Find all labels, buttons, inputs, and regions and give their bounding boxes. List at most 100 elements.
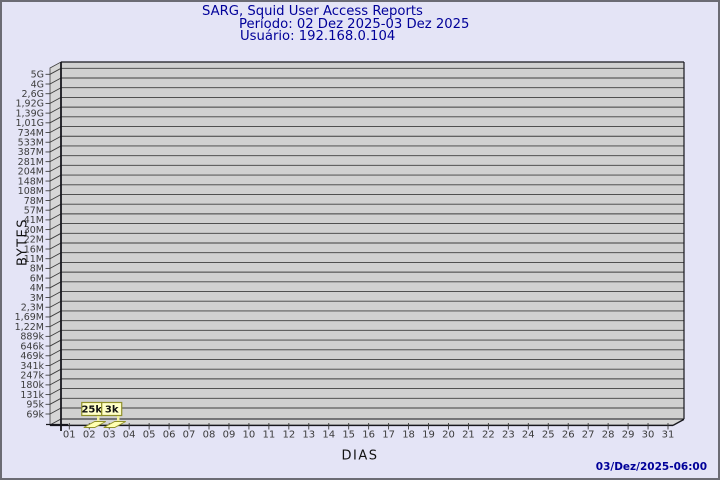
wall-slant-tick <box>49 329 62 337</box>
x-tick-label: 10 <box>243 430 256 441</box>
y-tick-label: 387M <box>18 147 44 158</box>
wall-slant-tick <box>49 262 62 269</box>
wall-slant-tick <box>49 126 62 133</box>
wall-slant-tick <box>49 320 62 328</box>
bar-value-box <box>101 401 123 417</box>
x-tick-label: 07 <box>183 430 196 441</box>
y-tick-label: 148M <box>18 176 44 187</box>
plot-area <box>61 62 684 419</box>
wall-slant-tick <box>49 252 62 260</box>
wall-slant-tick <box>49 223 62 230</box>
y-tick-label: 180k <box>20 380 44 391</box>
x-axis-corner-line <box>672 418 685 427</box>
x-tick-label: 17 <box>382 430 395 441</box>
x-tick-label: 21 <box>462 430 475 441</box>
x-tick-label: 30 <box>642 430 655 441</box>
y-tick-label: 4M <box>30 283 44 294</box>
y-tick-label: 108M <box>18 186 44 197</box>
y-tick-label: 1,92G <box>15 99 44 110</box>
x-tick-label: 04 <box>123 430 136 441</box>
wall-slant-tick <box>49 232 62 240</box>
x-tick-label: 31 <box>662 430 675 441</box>
y-tick-label: 16M <box>24 244 44 255</box>
wall-slant-tick <box>49 67 62 75</box>
wall-slant-tick <box>49 97 62 104</box>
wall-slant-tick <box>49 116 62 124</box>
x-tick-label: 12 <box>282 430 295 441</box>
x-tick-label: 29 <box>622 430 635 441</box>
wall-slant-tick <box>49 194 62 201</box>
wall-slant-tick <box>49 281 62 289</box>
wall-slant-tick <box>49 300 62 308</box>
y-tick-label: 11M <box>24 254 44 265</box>
y-tick-label: 57M <box>24 205 44 216</box>
wall-slant-tick <box>49 359 62 366</box>
y-tick-label: 69k <box>26 409 44 420</box>
bar-value-label: 3k <box>105 404 119 415</box>
y-tick-label: 281M <box>18 157 44 168</box>
y-tick-label: 533M <box>18 138 44 149</box>
wall-slant-tick <box>49 164 62 172</box>
x-tick-label: 09 <box>223 430 236 441</box>
wall-slant-tick <box>49 213 62 221</box>
y-tick-label: 247k <box>20 370 44 381</box>
y-tick-label: 341k <box>20 361 44 372</box>
report-timestamp: 03/Dez/2025-06:00 <box>595 461 707 473</box>
y-tick-label: 889k <box>20 332 44 343</box>
wall-slant-tick <box>49 388 62 395</box>
x-tick-label: 01 <box>63 430 76 441</box>
y-tick-label: 469k <box>20 351 44 362</box>
x-tick-label: 03 <box>103 430 116 441</box>
x-tick-label: 19 <box>422 430 435 441</box>
x-tick-label: 13 <box>302 430 315 441</box>
x-tick-label: 25 <box>542 430 555 441</box>
bar <box>83 421 106 428</box>
wall-slant-tick <box>49 77 62 85</box>
x-tick-label: 15 <box>342 430 355 441</box>
x-tick-label: 23 <box>502 430 515 441</box>
x-tick-label: 24 <box>522 430 535 441</box>
chart-period: Período: 02 Dez 2025-03 Dez 2025 <box>239 16 470 32</box>
x-tick-label: 22 <box>482 430 495 441</box>
y-tick-label: 2,3M <box>21 303 44 314</box>
wall-slant-tick <box>49 174 62 182</box>
x-axis-title: DIAS <box>341 448 379 464</box>
wall-slant-tick <box>49 242 62 250</box>
x-tick-label: 16 <box>362 430 375 441</box>
bar <box>103 421 126 428</box>
y-tick-label: 3M <box>30 293 44 304</box>
x-tick-label: 08 <box>203 430 216 441</box>
wall-slant-tick <box>49 184 62 192</box>
y-tick-label: 30M <box>24 225 44 236</box>
y-tick-label: 41M <box>24 215 44 226</box>
x-tick-label: 27 <box>582 430 595 441</box>
y-tick-label: 8M <box>30 264 44 275</box>
chart-floor <box>49 418 685 426</box>
wall-slant-tick <box>49 397 62 405</box>
x-tick-label: 05 <box>143 430 156 441</box>
wall-slant-tick <box>49 368 62 376</box>
y-tick-label: 1,69M <box>15 312 44 323</box>
wall-slant-tick <box>49 87 62 95</box>
x-tick-label: 14 <box>322 430 335 441</box>
x-tick-label: 26 <box>562 430 575 441</box>
x-tick-label: 11 <box>262 430 275 441</box>
y-tick-label: 131k <box>20 390 44 401</box>
x-tick-label: 02 <box>83 430 96 441</box>
wall-slant-tick <box>49 135 62 143</box>
x-tick-label: 20 <box>442 430 455 441</box>
wall-slant-tick <box>49 407 62 415</box>
wall-slant-tick <box>49 203 62 211</box>
y-tick-label: 1,01G <box>15 118 44 129</box>
wall-slant-tick <box>49 155 62 163</box>
wall-slant-tick <box>49 339 62 347</box>
wall-slant-tick <box>49 145 62 153</box>
y-tick-label: 1,39G <box>15 108 44 119</box>
y-tick-label: 95k <box>26 400 44 411</box>
wall-slant-tick <box>49 106 62 114</box>
chart-user: Usuário: 192.168.0.104 <box>240 29 396 44</box>
y-tick-label: 6M <box>30 273 44 284</box>
y-tick-label: 1,22M <box>15 322 44 333</box>
y-tick-label: 646k <box>20 341 44 352</box>
